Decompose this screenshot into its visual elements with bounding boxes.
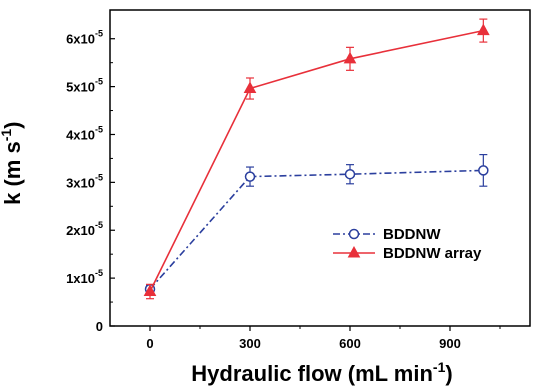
data-point: [343, 51, 357, 64]
x-axis-title-main: Hydraulic flow (mL min: [191, 361, 433, 386]
legend-item: BDDNW: [333, 226, 441, 243]
axes-frame: [109, 9, 531, 327]
legend: BDDNW BDDNW array: [333, 226, 482, 262]
data-point: [143, 284, 157, 297]
legend-marker: [348, 228, 360, 240]
x-axis-title: Hydraulic flow (mL min-1): [191, 359, 452, 386]
y-tick-label: 1x10-5: [66, 268, 103, 286]
plot-area: [109, 9, 531, 327]
x-tick-label: 0: [146, 336, 153, 351]
x-axis-title-close: ): [445, 361, 452, 386]
y-tick-label: 6x10-5: [66, 29, 103, 47]
x-axis-ticks: 0 300 600 900: [146, 326, 501, 351]
series-bddnw: [144, 153, 489, 295]
y-tick-label: 2x10-5: [66, 220, 103, 238]
y-axis-title-close: ): [0, 122, 25, 129]
data-point: [243, 81, 257, 94]
y-tick-label: 5x10-5: [66, 77, 103, 95]
series-line: [149, 169, 484, 290]
series-line: [149, 29, 484, 292]
series-layer: [143, 18, 490, 300]
y-axis-title: k (m s-1): [0, 122, 25, 205]
x-tick-label: 900: [439, 336, 461, 351]
data-point: [476, 23, 490, 36]
legend-label: BDDNW array: [383, 245, 482, 262]
y-axis-title-main: k (m s: [0, 141, 25, 205]
x-tick-label: 300: [239, 336, 261, 351]
x-tick-label: 600: [339, 336, 361, 351]
data-point: [244, 171, 256, 182]
y-tick-label: 0: [96, 319, 103, 334]
legend-item: BDDNW array: [333, 245, 482, 262]
series-bddnw-array: [143, 18, 490, 300]
data-point: [344, 168, 356, 180]
x-axis-title-exponent: -1: [433, 359, 446, 375]
legend-label: BDDNW: [383, 226, 441, 243]
y-tick-label: 4x10-5: [66, 124, 103, 142]
data-point: [478, 165, 489, 176]
legend-marker: [347, 245, 361, 258]
y-axis-title-exponent: -1: [0, 129, 14, 142]
y-tick-label: 3x10-5: [66, 172, 103, 190]
y-axis-ticks: 0 1x10-5 2x10-5 3x10-5 4x10-5 5x10-5 6x10-5: [66, 29, 115, 334]
